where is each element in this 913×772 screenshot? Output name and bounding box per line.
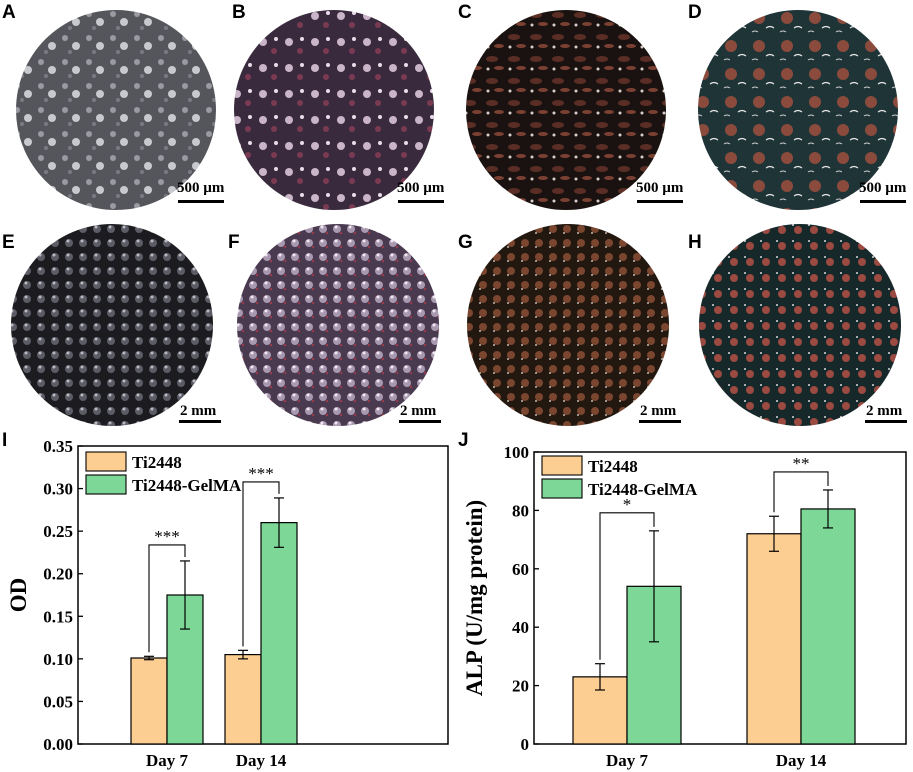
i-significance-bracket [148,544,186,653]
i-y-tick-label: 0.00 [43,735,73,754]
scale-bar-d [860,200,906,203]
panel-label-f: F [228,232,240,253]
scale-label-a: 500 µm [177,180,225,196]
scale-bar-e [179,420,221,423]
teal-red-lattice-micrograph-icon [699,224,901,426]
j-x-tick-label: Day 14 [776,751,827,770]
scale-bar-a [178,200,224,203]
scale-label-b: 500 µm [397,180,445,196]
scale-label-h: 2 mm [866,403,903,419]
panel-label-j: J [458,430,469,451]
i-significance-label: *** [248,464,274,483]
panel-label-i: I [2,430,8,451]
i-bar-ti2448-gelma [260,522,298,745]
j-y-tick-label: 80 [512,501,529,520]
scale-label-f: 2 mm [400,403,437,419]
j-significance-bracket [599,512,655,660]
i-significance-label: *** [154,527,180,546]
j-legend-swatch-ti2448-gelma [541,478,583,499]
alp-bar-chart: 0 20 40 60 80 100 ALP (U/mg protein) Day 7 * Day … [462,443,907,770]
i-y-tick-label: 0.15 [43,607,73,626]
brown-lattice-micrograph-icon [467,224,669,426]
i-y-tick-label: 0.05 [43,692,73,711]
grey-lattice-micrograph-icon [11,224,213,426]
panel-label-d: D [688,2,702,23]
i-y-tick-label: 0.20 [43,565,73,584]
od-bar-chart: 0.00 0.05 0.10 0.15 0.20 0.25 0.30 0.35 OD Day 7 *… [6,437,449,770]
teal-red-scaffold-micrograph-icon [698,10,898,210]
j-bar-ti2448 [746,533,802,745]
i-legend-swatch-ti2448-gelma [85,474,127,495]
i-significance-bracket [242,481,280,647]
grey-scaffold-micrograph-icon [16,10,216,210]
i-y-axis-label: OD [6,578,31,613]
scale-bar-b [398,200,444,203]
panel-label-e: E [2,232,15,253]
i-legend-swatch-ti2448 [85,451,127,472]
i-legend-label-ti2448: Ti2448 [132,453,182,472]
scale-label-e: 2 mm [180,403,217,419]
j-y-tick-label: 0 [521,735,530,754]
i-y-tick-label: 0.30 [43,480,73,499]
i-x-tick-label: Day 14 [236,751,287,770]
j-y-axis-label: ALP (U/mg protein) [462,500,487,696]
j-legend-swatch-ti2448 [541,455,583,476]
i-y-tick-label: 0.25 [43,522,73,541]
panel-label-h: H [688,232,702,253]
i-y-tick-label: 0.10 [43,650,73,669]
j-significance-bracket [773,471,829,513]
j-legend-label-ti2448-gelma: Ti2448-GelMA [588,480,698,499]
panel-label-b: B [232,2,246,23]
j-bar-ti2448-gelma [800,508,856,745]
j-y-tick-label: 100 [504,443,530,462]
j-y-tick-label: 40 [512,618,529,637]
i-legend-label-ti2448-gelma: Ti2448-GelMA [132,476,242,495]
panel-label-g: G [458,232,473,253]
j-legend-label-ti2448: Ti2448 [588,457,638,476]
scale-bar-f [399,420,441,423]
i-bar-ti2448 [224,654,262,745]
purple-lattice-micrograph-icon [237,224,439,426]
j-significance-label: ** [793,454,810,473]
panel-label-c: C [458,2,472,23]
j-plot-frame [533,451,907,745]
panel-label-a: A [2,2,16,23]
scale-label-d: 500 µm [859,180,907,196]
scale-label-c: 500 µm [636,180,684,196]
i-y-tick-label: 0.35 [43,437,73,456]
j-y-tick-label: 60 [512,560,529,579]
i-x-tick-label: Day 7 [146,751,189,770]
scale-bar-g [639,420,681,423]
j-significance-label: * [623,495,632,514]
purple-scaffold-micrograph-icon [234,10,434,210]
dark-red-scaffold-micrograph-icon [466,10,666,210]
j-y-tick-label: 20 [512,677,529,696]
i-bar-ti2448 [130,657,168,745]
scale-label-g: 2 mm [640,403,677,419]
scale-bar-c [637,200,683,203]
j-x-tick-label: Day 7 [606,751,649,770]
scale-bar-h [865,420,907,423]
